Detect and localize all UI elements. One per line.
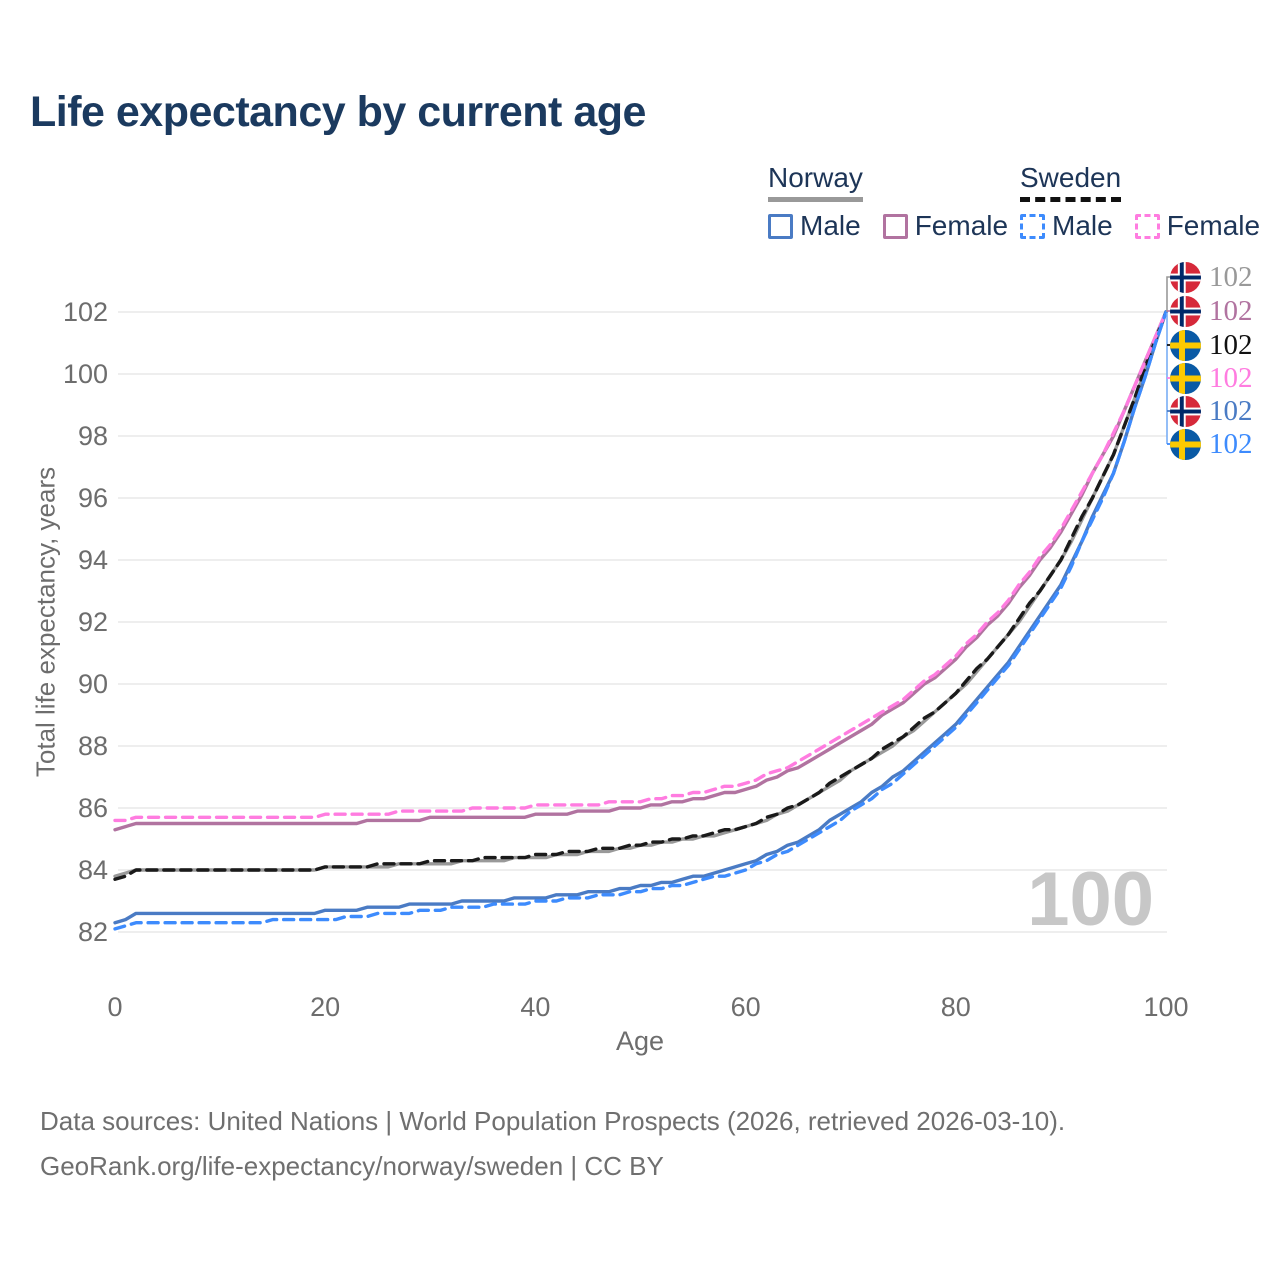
- line-norway: [113, 310, 1168, 878]
- sweden-male-swatch-icon: [1020, 213, 1045, 239]
- legend-header-sweden: Sweden: [1020, 162, 1122, 202]
- sweden-flag-icon: [1170, 362, 1201, 394]
- end-label-row: 102: [1170, 295, 1253, 327]
- end-label-value: 102: [1209, 394, 1253, 427]
- norway-flag-icon: [1170, 395, 1201, 427]
- norway-flag-icon: [1170, 261, 1201, 293]
- x-tick-label: 60: [730, 992, 761, 1022]
- end-label-row: 102: [1170, 395, 1253, 427]
- end-label-row: 102: [1170, 261, 1253, 293]
- end-label-row: 102: [1170, 362, 1253, 394]
- legend-item-norway-female: Female: [882, 210, 1009, 242]
- end-label-value: 102: [1209, 294, 1253, 327]
- legend-item-norway-male: Male: [768, 210, 861, 242]
- y-tick-label: 86: [77, 793, 108, 823]
- gridlines: [118, 311, 1167, 933]
- x-tick-label: 20: [310, 992, 341, 1022]
- x-axis-title: Age: [615, 1026, 665, 1056]
- x-tick-label: 100: [1143, 992, 1189, 1022]
- end-label-row: 102: [1170, 428, 1253, 460]
- norway-male-swatch-icon: [768, 213, 793, 239]
- x-tick-label: 80: [940, 992, 971, 1022]
- sweden-flag-icon: [1170, 329, 1201, 361]
- y-tick-label: 94: [77, 545, 108, 575]
- legend-label-norway-female: Female: [914, 210, 1009, 241]
- footer: Data sources: United Nations | World Pop…: [40, 1106, 1065, 1196]
- legend-header-norway: Norway: [768, 162, 863, 202]
- legend-item-sweden-female: Female: [1134, 210, 1261, 242]
- end-label-value: 102: [1209, 328, 1253, 361]
- x-tick-label: 40: [520, 992, 551, 1022]
- y-tick-label: 96: [77, 483, 108, 513]
- line-sweden-female: [113, 310, 1168, 823]
- y-tick-label: 102: [62, 297, 108, 327]
- legend-label-sweden-male: Male: [1052, 210, 1113, 241]
- y-tick-label: 84: [77, 855, 108, 885]
- line-sweden-male: [113, 310, 1168, 931]
- sweden-flag-icon: [1170, 428, 1201, 460]
- legend-label-norway-male: Male: [800, 210, 861, 241]
- norway-flag-icon: [1170, 295, 1201, 327]
- legend-item-sweden-male: Male: [1020, 210, 1113, 242]
- line-sweden: [113, 310, 1168, 881]
- legend-group-sweden: Sweden Male Female: [1020, 162, 1260, 242]
- line-norway-female: [113, 310, 1168, 832]
- legend-group-norway: Norway Male Female: [768, 162, 1008, 242]
- y-tick-label: 92: [77, 607, 108, 637]
- x-tick-label: 0: [107, 992, 123, 1022]
- y-tick-label: 90: [77, 669, 108, 699]
- norway-female-swatch-icon: [882, 213, 908, 239]
- page-title: Life expectancy by current age: [30, 88, 646, 136]
- footer-data-sources: Data sources: United Nations | World Pop…: [40, 1106, 1066, 1136]
- line-norway-male: [113, 310, 1168, 925]
- end-label-value: 102: [1209, 260, 1253, 293]
- end-label-row: 102: [1170, 329, 1253, 361]
- y-tick-label: 100: [62, 359, 108, 389]
- y-tick-label: 82: [77, 917, 108, 947]
- age-watermark: 100: [1027, 857, 1154, 942]
- end-label-value: 102: [1209, 427, 1253, 460]
- y-tick-label: 98: [77, 421, 108, 451]
- y-tick-label: 88: [77, 731, 108, 761]
- legend-label-sweden-female: Female: [1166, 210, 1261, 241]
- sweden-female-swatch-icon: [1134, 213, 1160, 239]
- footer-attribution: GeoRank.org/life-expectancy/norway/swede…: [40, 1151, 664, 1181]
- end-label-value: 102: [1209, 361, 1253, 394]
